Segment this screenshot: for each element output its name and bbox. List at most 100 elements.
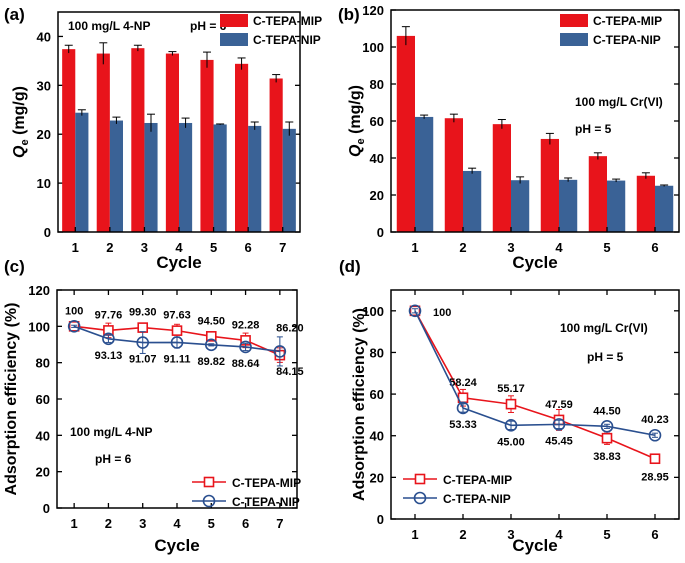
y-axis-label: Adsorption efficiency (%) xyxy=(351,308,368,501)
data-label: 93.13 xyxy=(95,350,123,362)
data-label: 45.45 xyxy=(545,435,573,447)
data-point-square xyxy=(171,325,183,336)
data-label: 53.33 xyxy=(449,419,477,431)
data-point-square xyxy=(205,331,217,342)
x-tick-label: 3 xyxy=(141,240,148,255)
bar-c-tepa-nip xyxy=(511,180,530,232)
panel-a: (a) 0 10 20 30 40 1 2 3 4 5 6 7 Cycle Qe (mg/g) 100 mg/… xyxy=(4,5,322,272)
bar-c-tepa-nip xyxy=(179,122,193,232)
panel-c: (c) 0 20 40 60 80 100 120 1 2 3 4 5 6 7 100 97.76 99.30 97… xyxy=(3,257,304,555)
legend-marker xyxy=(413,491,427,505)
data-label: 40.23 xyxy=(641,414,669,426)
x-tick-label: 5 xyxy=(208,516,215,531)
data-label: 28.95 xyxy=(641,472,669,484)
x-axis-label: Cycle xyxy=(156,253,201,272)
annotation: 100 mg/L Cr(VI) xyxy=(560,321,648,335)
y-tick-label: 20 xyxy=(370,188,384,203)
x-tick-label: 3 xyxy=(507,527,514,542)
data-label: 99.30 xyxy=(129,307,157,319)
bar-c-tepa-nip xyxy=(607,180,626,232)
y-tick-label: 0 xyxy=(377,512,384,527)
y-tick-label: 80 xyxy=(370,77,384,92)
bar-c-tepa-mip xyxy=(131,48,145,232)
y-tick-label: 120 xyxy=(362,3,384,18)
x-tick-label: 7 xyxy=(279,240,286,255)
x-tick-label: 3 xyxy=(507,240,514,255)
series-line-c-tepa-nip xyxy=(414,310,656,437)
panel-label: (b) xyxy=(338,5,360,24)
plot-frame xyxy=(390,289,680,520)
panel-label: (a) xyxy=(4,5,25,24)
bar-c-tepa-nip xyxy=(415,116,434,232)
data-label: 86.20 xyxy=(276,322,304,334)
y-tick-label: 80 xyxy=(370,345,384,360)
y-tick-label: 60 xyxy=(36,392,50,407)
y-tick-label: 20 xyxy=(370,470,384,485)
legend-swatch xyxy=(220,14,248,27)
data-label: 44.50 xyxy=(593,405,621,417)
bar-c-tepa-nip xyxy=(282,128,296,232)
legend-swatch xyxy=(560,33,588,46)
data-point-circle xyxy=(456,401,470,415)
y-tick-label: 40 xyxy=(36,428,50,443)
data-point-circle xyxy=(552,418,566,431)
x-tick-label: 4 xyxy=(555,527,563,542)
data-point-circle xyxy=(204,338,218,352)
x-tick-label: 5 xyxy=(603,527,610,542)
x-tick-label: 4 xyxy=(173,516,181,531)
y-tick-label: 20 xyxy=(36,465,50,480)
y-tick-label: 100 xyxy=(362,304,384,319)
x-tick-label: 1 xyxy=(411,527,418,542)
data-point-circle xyxy=(170,336,184,349)
data-point-circle xyxy=(136,336,150,349)
y-tick-label: 60 xyxy=(370,387,384,402)
x-tick-label: 7 xyxy=(276,516,283,531)
data-label: 92.28 xyxy=(232,319,260,331)
bar-c-tepa-mip xyxy=(269,78,283,232)
bar-c-tepa-mip xyxy=(200,59,214,233)
y-tick-label: 20 xyxy=(37,127,51,142)
legend-label: C-TEPA-MIP xyxy=(593,14,662,28)
bar-c-tepa-mip xyxy=(636,175,655,232)
annotation: 100 mg/L 4-NP xyxy=(70,425,152,439)
x-tick-label: 6 xyxy=(651,240,658,255)
legend-label: C-TEPA-NIP xyxy=(232,495,300,509)
x-axis-label: Cycle xyxy=(512,253,557,272)
legend-label: C-TEPA-NIP xyxy=(443,492,511,506)
data-point-circle xyxy=(102,332,115,346)
legend-label: C-TEPA-NIP xyxy=(593,33,661,47)
y-tick-label: 40 xyxy=(370,429,384,444)
x-tick-label: 2 xyxy=(106,240,113,255)
bar-c-tepa-mip xyxy=(540,138,559,232)
y-tick-label: 30 xyxy=(37,78,51,93)
legend-label: C-TEPA-MIP xyxy=(443,473,512,487)
legend-label: C-TEPA-NIP xyxy=(253,33,321,47)
x-tick-label: 2 xyxy=(459,240,466,255)
bar-c-tepa-mip xyxy=(235,63,249,233)
bar-c-tepa-nip xyxy=(655,185,674,232)
data-label: 55.17 xyxy=(497,383,525,395)
x-tick-label: 2 xyxy=(459,527,466,542)
data-point-circle xyxy=(239,340,252,354)
annotation: pH = 6 xyxy=(95,452,132,466)
panel-b: (b) 0 20 40 60 80 100 120 1 2 3 4 5 6 Cycle Qe (mg/g) 10… xyxy=(338,3,680,272)
plot-frame xyxy=(56,289,298,509)
y-axis-label: Qe (mg/g) xyxy=(347,85,367,157)
y-tick-label: 100 xyxy=(28,319,50,334)
bar-c-tepa-nip xyxy=(144,122,158,232)
y-tick-label: 0 xyxy=(377,225,384,240)
y-tick-label: 10 xyxy=(37,176,51,191)
legend-marker xyxy=(203,476,215,488)
data-label: 88.64 xyxy=(232,358,260,370)
bar-c-tepa-nip xyxy=(248,125,262,232)
bar-c-tepa-mip xyxy=(492,124,511,232)
bar-c-tepa-nip xyxy=(463,170,482,232)
data-label: 89.82 xyxy=(198,356,226,368)
annotation: pH = 6 xyxy=(190,19,227,33)
data-label: 38.83 xyxy=(593,451,621,463)
y-label-main: Q xyxy=(347,144,364,157)
data-point-square xyxy=(137,322,149,333)
bar-c-tepa-mip xyxy=(396,35,415,233)
data-label: 58.24 xyxy=(449,377,477,389)
annotation: pH = 5 xyxy=(575,122,612,136)
